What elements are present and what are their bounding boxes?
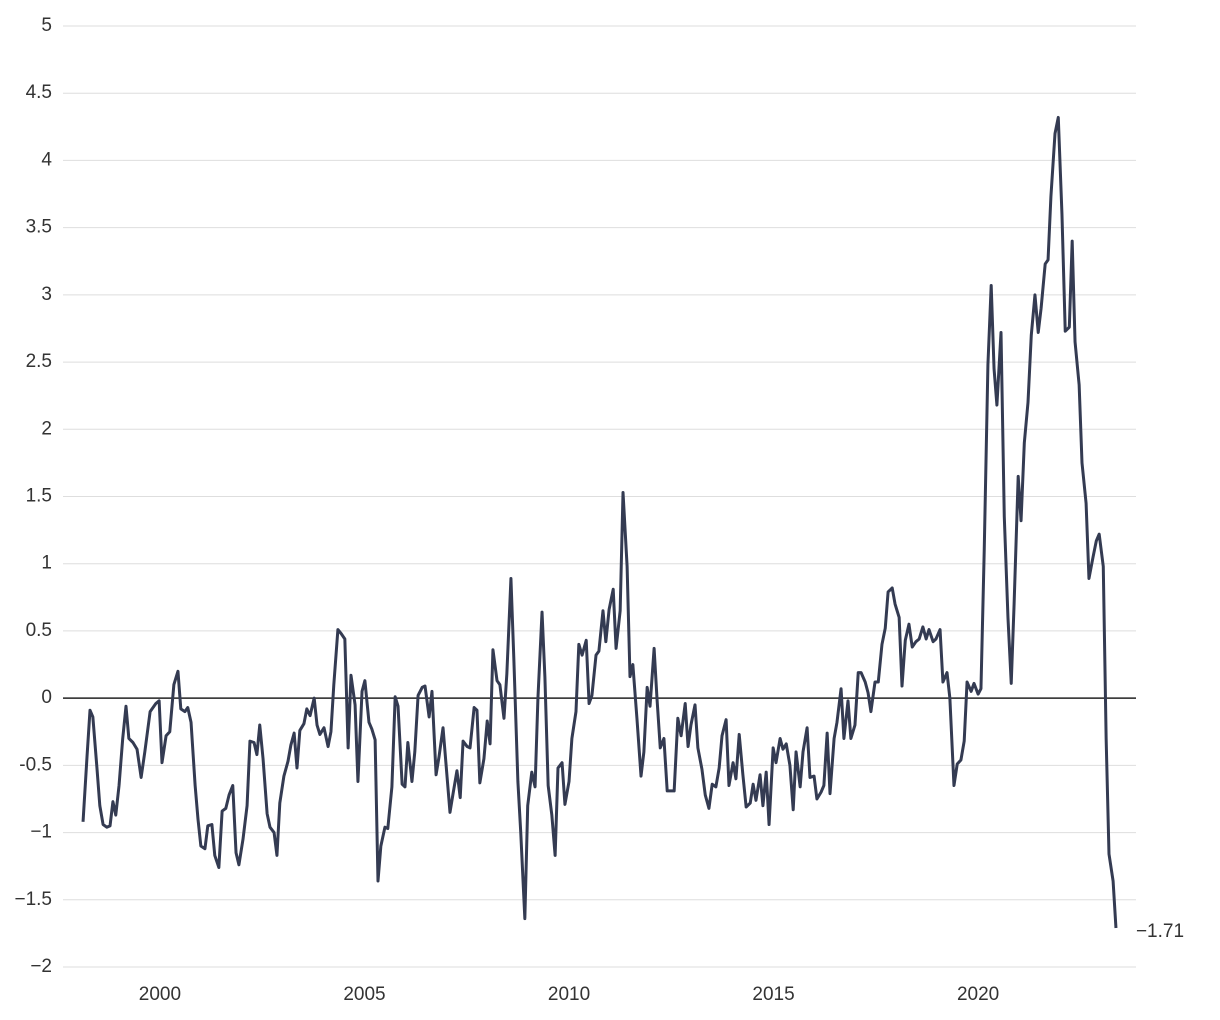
y-tick-label: 3.5 <box>26 217 52 238</box>
y-tick-label: −1 <box>30 822 52 843</box>
y-tick-label: −1.5 <box>14 889 52 910</box>
y-tick-label: 0.5 <box>26 620 52 641</box>
y-tick-label: 1 <box>41 553 52 574</box>
x-tick-label: 2000 <box>139 984 181 1005</box>
y-tick-label: 5 <box>41 15 52 36</box>
end-label: −1.71 <box>1136 921 1184 942</box>
y-tick-label: −2 <box>30 956 52 977</box>
y-tick-label: 2.5 <box>26 351 52 372</box>
y-tick-label: -0.5 <box>19 754 52 775</box>
y-tick-label: 4.5 <box>26 82 52 103</box>
y-tick-label: 0 <box>41 687 52 708</box>
x-tick-label: 2005 <box>343 984 385 1005</box>
data-line <box>81 115 1118 929</box>
y-tick-label: 1.5 <box>26 486 52 507</box>
y-tick-label: 4 <box>41 149 52 170</box>
x-tick-label: 2015 <box>752 984 794 1005</box>
x-tick-label: 2010 <box>548 984 590 1005</box>
y-tick-label: 3 <box>41 284 52 305</box>
x-tick-label: 2020 <box>957 984 999 1005</box>
y-tick-label: 2 <box>41 418 52 439</box>
